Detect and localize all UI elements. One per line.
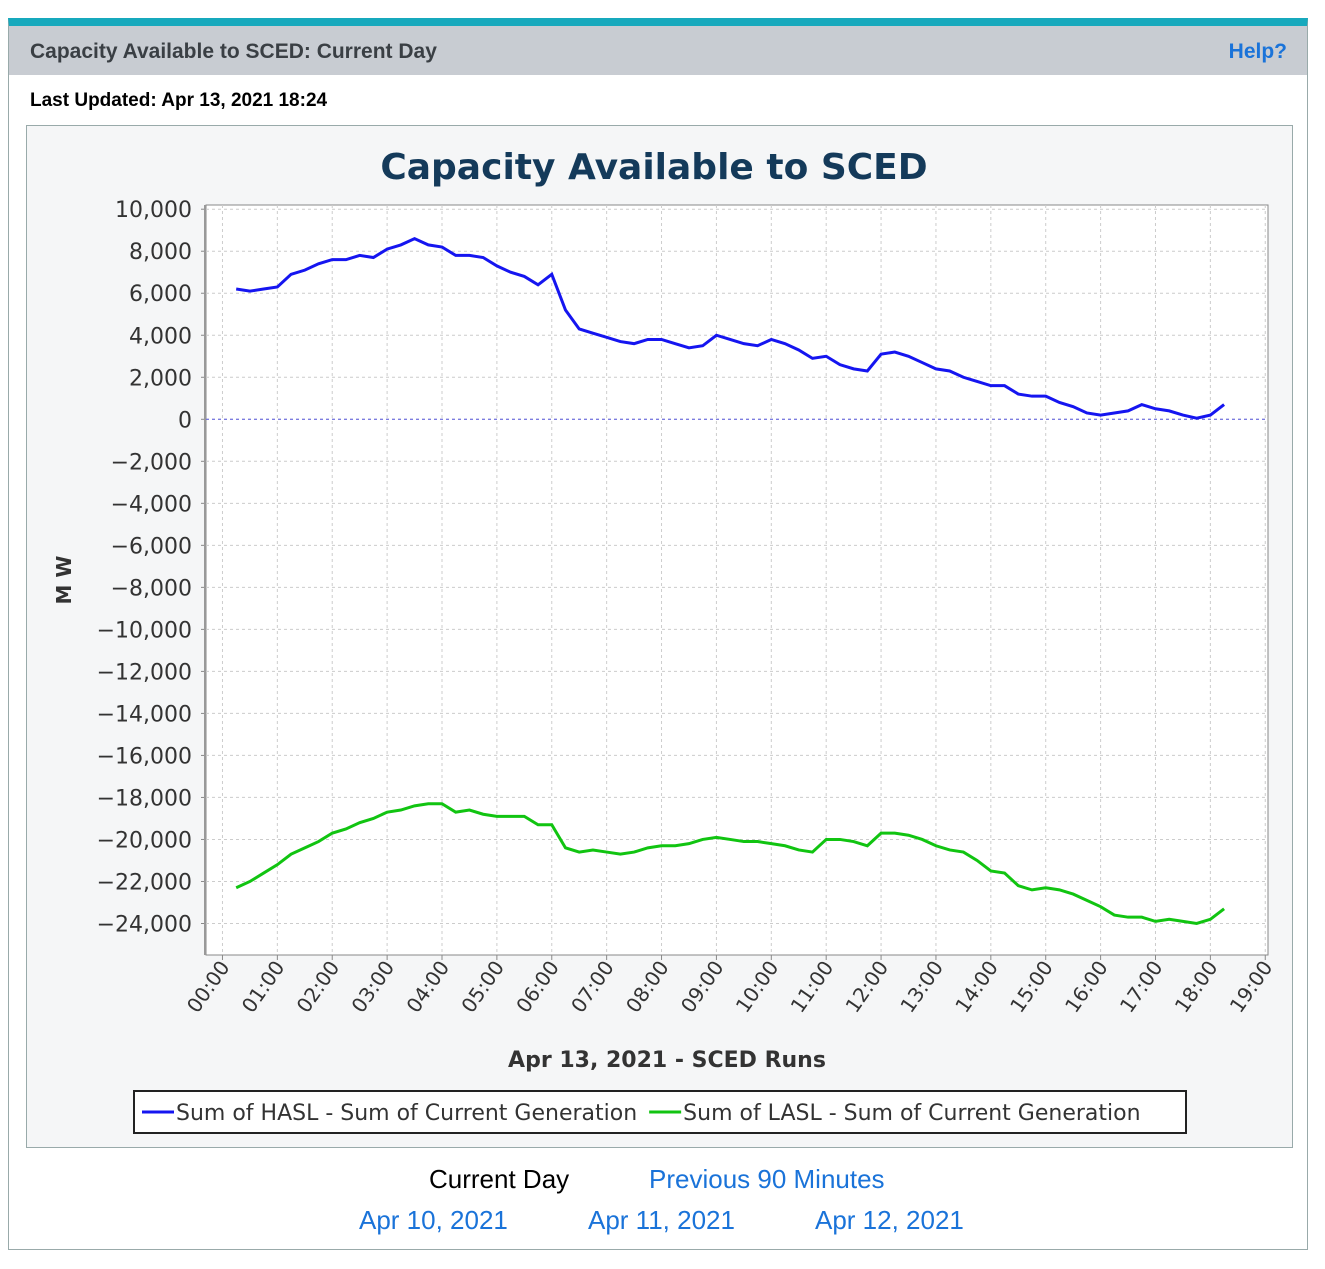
current-day: Current Day [429, 1164, 570, 1194]
y-tick-label: −16,000 [97, 744, 192, 769]
axis-gap [204, 205, 206, 955]
y-tick-label: 8,000 [129, 240, 192, 265]
y-tick-label: −14,000 [97, 702, 192, 727]
header-title: Capacity Available to SCED: Current Day [30, 40, 437, 63]
y-tick-label: −20,000 [97, 828, 192, 853]
line [235, 802, 1226, 926]
day-link[interactable]: Apr 10, 2021 [359, 1205, 508, 1235]
y-tick-label: −6,000 [111, 534, 192, 559]
y-tick-label: −10,000 [97, 618, 192, 643]
y-tick-label: −8,000 [111, 576, 192, 601]
plot-area [205, 204, 1269, 956]
previous-link[interactable]: Previous 90 Minutes [649, 1164, 885, 1194]
y-tick-label: −12,000 [97, 660, 192, 685]
y-axis-label: M W [52, 556, 76, 605]
chart-title: Capacity Available to SCED [380, 147, 927, 188]
last-updated: Last Updated: Apr 13, 2021 18:24 [30, 90, 328, 111]
y-tick-label: 0 [178, 408, 192, 433]
help-link[interactable]: Help? [1228, 40, 1287, 63]
y-tick-label: 10,000 [115, 198, 192, 223]
line [235, 236, 1226, 420]
legend-label: Sum of LASL - Sum of Current Generation [683, 1101, 1140, 1126]
y-tick-label: −18,000 [97, 786, 192, 811]
y-tick-label: −2,000 [111, 450, 192, 475]
header: Capacity Available to SCED: Current Day … [9, 26, 1307, 75]
chart: Capacity Available to SCED 10,000 8,000 6,… [26, 125, 1293, 1148]
day-link[interactable]: Apr 12, 2021 [815, 1205, 964, 1235]
legend [133, 1090, 1187, 1134]
y-tick-label: 4,000 [129, 324, 192, 349]
x-axis-label: Apr 13, 2021 - SCED Runs [508, 1048, 826, 1073]
y-tick-label: −4,000 [111, 492, 192, 517]
y-tick-label: 6,000 [129, 282, 192, 307]
y-tick-label: −22,000 [97, 870, 192, 895]
y-tick-label: −24,000 [97, 912, 192, 937]
legend-label: Sum of HASL - Sum of Current Generation [176, 1101, 637, 1126]
panel: Capacity Available to SCED: Current Day … [8, 18, 1308, 1250]
day-link[interactable]: Apr 11, 2021 [588, 1205, 735, 1235]
y-tick-label: 2,000 [129, 366, 192, 391]
